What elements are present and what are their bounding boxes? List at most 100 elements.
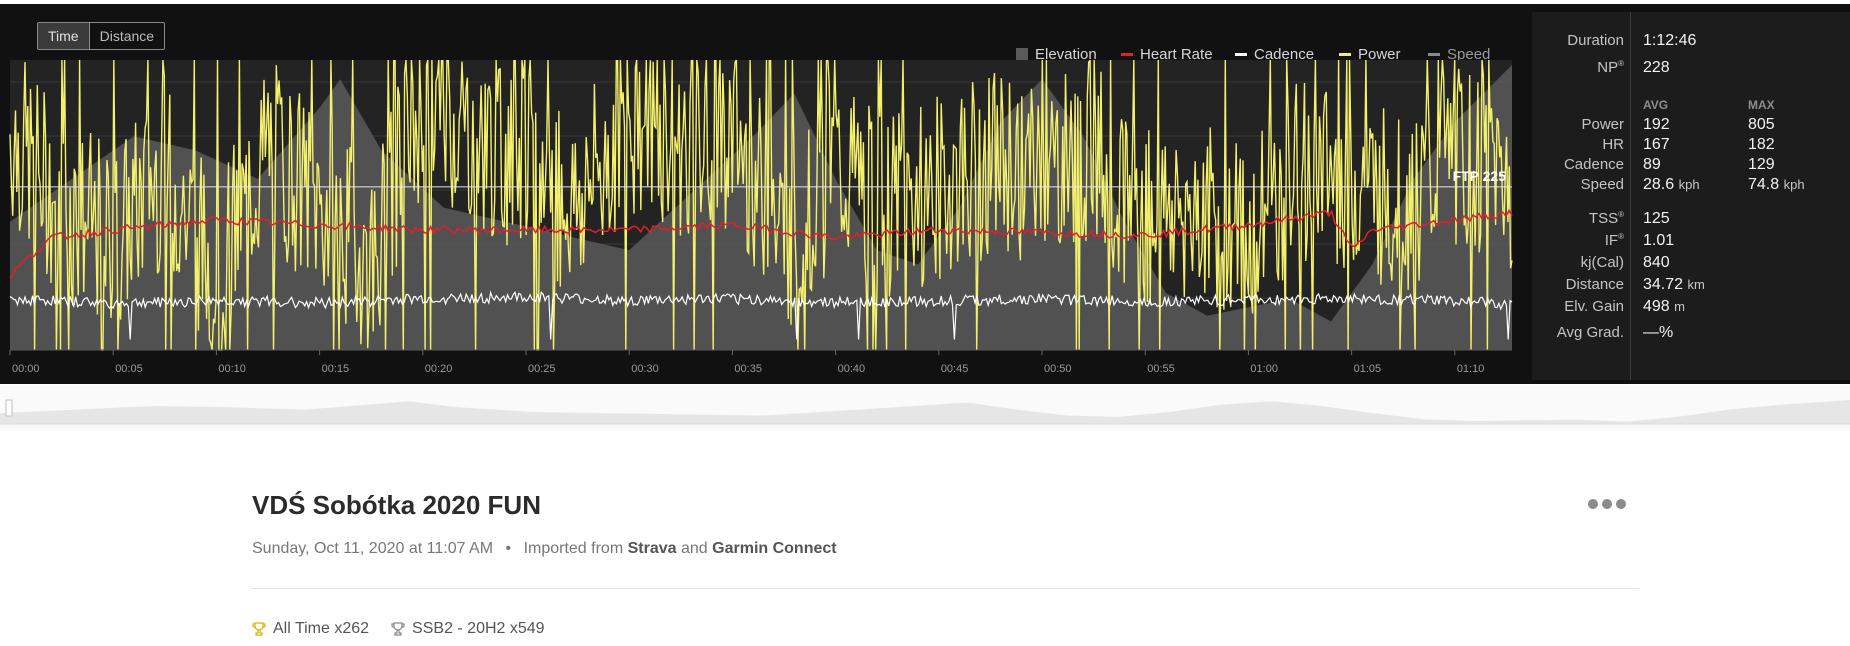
distance-unit: km bbox=[1687, 277, 1705, 292]
ftp-label: FTP 225 bbox=[1453, 168, 1507, 184]
avg-grad-value: —% bbox=[1643, 324, 1674, 341]
legend-heart-rate[interactable]: Heart Rate bbox=[1121, 45, 1213, 63]
elv-gain-number: 498 bbox=[1643, 298, 1670, 315]
legend-cadence[interactable]: Cadence bbox=[1235, 45, 1314, 63]
x-tick-label: 00:25 bbox=[528, 363, 556, 375]
source-garmin: Garmin Connect bbox=[712, 540, 837, 557]
elv-gain-label: Elv. Gain bbox=[1564, 298, 1624, 315]
section-divider bbox=[252, 588, 1639, 589]
x-tick-label: 00:20 bbox=[425, 363, 453, 375]
np-info-icon[interactable]: ® bbox=[1618, 59, 1624, 68]
x-tick-label: 00:05 bbox=[115, 363, 143, 375]
overview-elevation-area bbox=[0, 400, 1850, 424]
avg-grad-label: Avg Grad. bbox=[1556, 324, 1624, 341]
top-border bbox=[0, 0, 1850, 4]
kj-value: 840 bbox=[1643, 254, 1670, 271]
source-strava: Strava bbox=[627, 540, 677, 557]
speed-max-unit: kph bbox=[1783, 177, 1805, 192]
if-label: IF® bbox=[1605, 232, 1624, 249]
activity-title: VDŚ Sobótka 2020 FUN bbox=[252, 490, 541, 520]
stats-panel: Duration 1:12:46 NP® 228 AVG MAX Power 1… bbox=[1532, 12, 1850, 380]
overview-elevation bbox=[0, 399, 1850, 425]
power-avg: 192 bbox=[1643, 116, 1670, 133]
x-axis-ticks: 00:00 00:05 00:10 00:15 00:20 00:25 00:30 00:35… bbox=[9, 350, 1485, 375]
distance-number: 34.72 bbox=[1643, 276, 1684, 293]
legend-elevation-label: Elevation bbox=[1035, 45, 1097, 63]
elv-gain-value: 498 m bbox=[1643, 298, 1685, 316]
hr-max: 182 bbox=[1748, 136, 1775, 153]
and-text: and bbox=[680, 540, 708, 557]
trophy-icon bbox=[391, 622, 405, 636]
legend-heart-rate-label: Heart Rate bbox=[1140, 45, 1213, 63]
distance-value: 34.72 km bbox=[1643, 276, 1705, 294]
duration-label: Duration bbox=[1567, 32, 1624, 49]
np-label: NP® bbox=[1597, 59, 1624, 76]
x-tick-label: 00:30 bbox=[631, 363, 659, 375]
x-tick-label: 00:55 bbox=[1147, 363, 1175, 375]
more-options-button[interactable] bbox=[1588, 499, 1626, 509]
kj-label: kj(Cal) bbox=[1580, 254, 1624, 271]
badges-row: All Time x262 SSB2 - 20H2 x549 bbox=[252, 620, 545, 638]
activity-chart[interactable]: FTP 225 00:00 00:05 00:10 00:15 00:20 00:25 00… bbox=[0, 60, 1530, 384]
more-dot-icon bbox=[1588, 499, 1598, 509]
time-toggle-button[interactable]: Time bbox=[38, 23, 90, 49]
badge-ssb2-label: SSB2 - 20H2 x549 bbox=[412, 620, 545, 637]
power-label: Power bbox=[1581, 116, 1624, 133]
trophy-icon bbox=[252, 622, 266, 636]
activity-meta: Sunday, Oct 11, 2020 at 11:07 AM • Impor… bbox=[252, 540, 837, 558]
cadence-label: Cadence bbox=[1563, 156, 1624, 173]
if-value: 1.01 bbox=[1643, 232, 1675, 249]
cadence-max: 129 bbox=[1748, 156, 1775, 173]
x-tick-label: 01:00 bbox=[1250, 363, 1278, 375]
legend-cadence-label: Cadence bbox=[1254, 45, 1315, 63]
cadence-line bbox=[9, 290, 1513, 340]
distance-toggle-button[interactable]: Distance bbox=[99, 28, 155, 44]
speed-avg-value: 28.6 bbox=[1643, 176, 1675, 193]
np-label-text: NP bbox=[1597, 59, 1619, 76]
legend-power[interactable]: Power bbox=[1339, 45, 1401, 63]
distance-label: Distance bbox=[1565, 276, 1624, 293]
if-label-text: IF bbox=[1604, 232, 1619, 249]
tss-value: 125 bbox=[1643, 210, 1670, 227]
overview-strip[interactable] bbox=[0, 386, 1850, 430]
badge-all-time-label: All Time x262 bbox=[273, 620, 370, 637]
tss-label: TSS® bbox=[1589, 210, 1624, 227]
speed-max-value: 74.8 bbox=[1748, 176, 1780, 193]
np-value: 228 bbox=[1643, 59, 1670, 76]
power-max: 805 bbox=[1748, 116, 1775, 133]
elv-gain-unit: m bbox=[1674, 299, 1685, 314]
hr-label: HR bbox=[1602, 136, 1624, 153]
x-tick-label: 01:05 bbox=[1354, 363, 1382, 375]
heart-rate-swatch bbox=[1121, 52, 1133, 56]
power-swatch bbox=[1339, 52, 1351, 56]
speed-avg-unit: kph bbox=[1678, 177, 1700, 192]
if-info-icon[interactable]: ® bbox=[1618, 232, 1624, 241]
badge-ssb2[interactable]: SSB2 - 20H2 x549 bbox=[391, 620, 545, 638]
x-tick-label: 00:10 bbox=[218, 363, 246, 375]
hr-avg: 167 bbox=[1643, 136, 1670, 153]
legend-speed-label: Speed bbox=[1447, 45, 1491, 63]
overview-range-handle[interactable] bbox=[5, 399, 13, 417]
analysis-panel: Time Distance Elevation Heart Rate Caden… bbox=[0, 0, 1850, 384]
tss-info-icon[interactable]: ® bbox=[1618, 210, 1624, 219]
x-tick-label: 00:40 bbox=[838, 363, 866, 375]
speed-max: 74.8 kph bbox=[1748, 176, 1805, 194]
tss-label-text: TSS bbox=[1588, 210, 1619, 227]
badge-all-time[interactable]: All Time x262 bbox=[252, 620, 369, 638]
x-tick-label: 00:15 bbox=[322, 363, 350, 375]
axis-toggle: Time Distance bbox=[37, 22, 166, 50]
x-tick-label: 00:35 bbox=[734, 363, 762, 375]
imported-text: Imported from bbox=[523, 540, 624, 557]
more-dot-icon bbox=[1602, 499, 1612, 509]
cadence-avg: 89 bbox=[1643, 156, 1661, 173]
legend-power-label: Power bbox=[1358, 45, 1401, 63]
cadence-swatch bbox=[1235, 52, 1247, 56]
power-line bbox=[9, 60, 1513, 351]
legend-elevation[interactable]: Elevation bbox=[1016, 45, 1097, 63]
legend-speed[interactable]: Speed bbox=[1428, 45, 1490, 63]
x-tick-label: 01:10 bbox=[1457, 363, 1485, 375]
avg-header: AVG bbox=[1643, 98, 1669, 112]
stats-divider bbox=[1630, 12, 1631, 380]
max-header: MAX bbox=[1748, 98, 1775, 112]
speed-swatch bbox=[1428, 52, 1440, 56]
